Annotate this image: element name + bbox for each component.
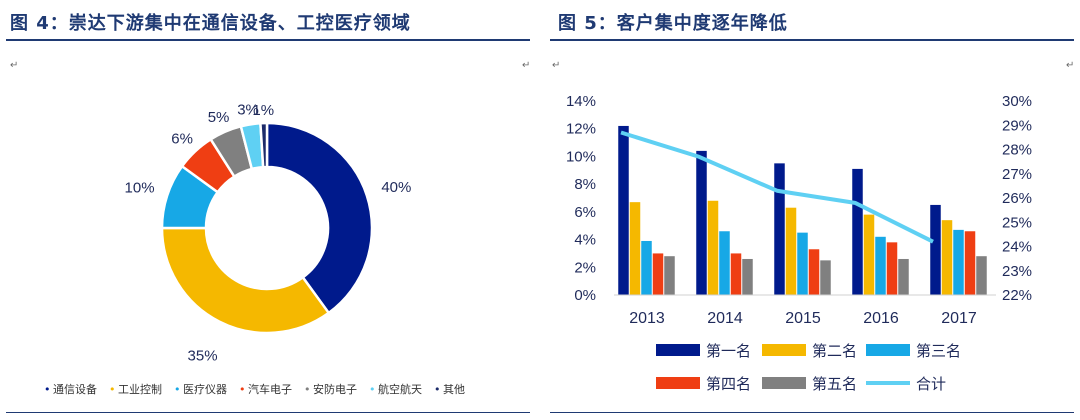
bar-1-0 [629,202,641,295]
donut-slice-6 [259,121,269,169]
legend-label-5: 合计 [916,375,946,393]
figure-4-panel: 图 4：崇达下游集中在通信设备、工控医疗领域 ↵ ↵ 40% 35% 10% 6% 5%… [6,13,531,413]
legend-label-3: 汽车电子 [248,382,292,396]
legend-label-2: 第三名 [916,342,961,360]
bar-4-1 [742,258,753,295]
legend-label-3: 第四名 [706,375,751,393]
legend-marker-0: • [44,383,51,396]
y2-tick-label-6: 28% [1002,142,1032,159]
legend-swatch-3 [656,377,700,389]
figure-4-bottom-rule [6,412,530,413]
y2-tick-label-4: 26% [1002,190,1032,207]
donut-label-4: 5% [208,109,230,126]
figure-4-title-rule [6,39,530,41]
bar-0-3 [852,168,863,295]
x-tick-label-0: 2013 [629,310,665,327]
bar-3-0 [652,253,664,295]
bar-1-3 [863,214,875,295]
donut-label-0: 40% [381,179,411,196]
bar-0-0 [618,125,629,295]
bar-4-0 [664,256,675,295]
bar-3-3 [886,242,898,295]
y-tick-label-5: 10% [566,148,596,165]
bar-2-3 [875,236,886,295]
figure-4-title: 图 4：崇达下游集中在通信设备、工控医疗领域 [10,13,411,34]
legend-label-6: 其他 [443,383,465,396]
legend-label-2: 医疗仪器 [183,382,227,396]
bar-1-1 [707,200,719,295]
legend-marker-5: • [369,383,376,396]
bar-3-2 [808,249,820,295]
paragraph-mark: ↵ [522,60,531,71]
legend-marker-1: • [109,383,116,396]
legend-label-0: 通信设备 [53,382,97,396]
paragraph-mark: ↵ [552,60,561,71]
y-tick-label-2: 4% [574,232,596,249]
donut-label-3: 6% [171,131,193,148]
paragraph-mark: ↵ [1066,60,1075,71]
y-tick-label-1: 2% [574,259,596,276]
donut-chart: 40%35%10%6%5% 3%1%• 通信设备 • 工业控制 • 医疗仪器 • 汽车电子 • 安防… [44,101,465,396]
legend-swatch-1 [762,344,806,356]
y-tick-label-7: 14% [566,93,596,110]
line-series-total [620,130,934,244]
donut-label-5: 3% [237,101,259,118]
bar-0-4 [930,204,941,295]
bar-0-2 [774,163,785,295]
bar-3-1 [730,253,742,295]
y2-tick-label-1: 23% [1002,263,1032,280]
legend-swatch-2 [866,344,910,356]
legend-swatch-4 [762,377,806,389]
bar-2-1 [719,231,730,295]
legend-label-4: 第五名 [812,375,857,393]
legend-label-4: 安防电子 [313,382,357,396]
donut-label-1: 35% [188,348,218,365]
legend-swatch-0 [656,344,700,356]
figure-5-title: 图 5：客户集中度逐年降低 [558,13,788,34]
y-tick-label-3: 6% [574,204,596,221]
donut-label-2: 10% [125,180,155,197]
legend-marker-2: • [174,383,181,396]
y2-tick-label-0: 22% [1002,287,1032,304]
bar-4-2 [820,260,831,295]
bar-line-chart: 0% 2% 4% 6% 8% 10% 12% 14% 22% 23% 24% 25% 26% 27% 28%… [566,93,1032,393]
bar-4-4 [976,256,987,295]
y-tick-label-0: 0% [574,287,596,304]
y-tick-label-6: 12% [566,121,596,138]
legend-label-5: 航空航天 [378,382,422,396]
figure-5-bottom-rule [550,412,1074,413]
x-tick-label-2: 2015 [785,310,821,327]
x-tick-label-4: 2017 [941,310,977,327]
bar-1-4 [941,220,953,295]
bar-3-4 [964,231,976,295]
bar-1-2 [785,207,797,295]
legend-marker-4: • [304,383,311,396]
y-tick-label-4: 8% [574,176,596,193]
y2-tick-label-3: 25% [1002,214,1032,231]
paragraph-mark: ↵ [10,60,19,71]
bar-4-3 [898,258,909,295]
y2-tick-label-8: 30% [1002,93,1032,110]
y2-tick-label-5: 27% [1002,166,1032,183]
legend-label-0: 第一名 [706,342,751,360]
legend-label-1: 工业控制 [118,382,162,396]
donut-slice-0 [265,121,374,315]
bar-2-4 [953,229,964,295]
bar-0-1 [696,150,707,295]
legend-marker-6: • [434,383,441,396]
figure-5-title-rule [550,39,1074,41]
x-tick-label-3: 2016 [863,310,899,327]
donut-slice-1 [160,226,331,335]
figure-5-panel: 图 5：客户集中度逐年降低 ↵ ↵ 0% 2% 4% 6% 8% 10% 12% 14% 22%… [548,0,1080,420]
x-tick-label-1: 2014 [707,310,743,327]
legend-marker-3: • [239,383,246,396]
y2-tick-label-2: 24% [1002,239,1032,256]
legend-label-1: 第二名 [812,342,857,360]
bar-2-2 [797,232,808,295]
donut-label-6: 1% [252,102,274,119]
bar-2-0 [641,240,652,295]
y2-tick-label-7: 29% [1002,117,1032,134]
